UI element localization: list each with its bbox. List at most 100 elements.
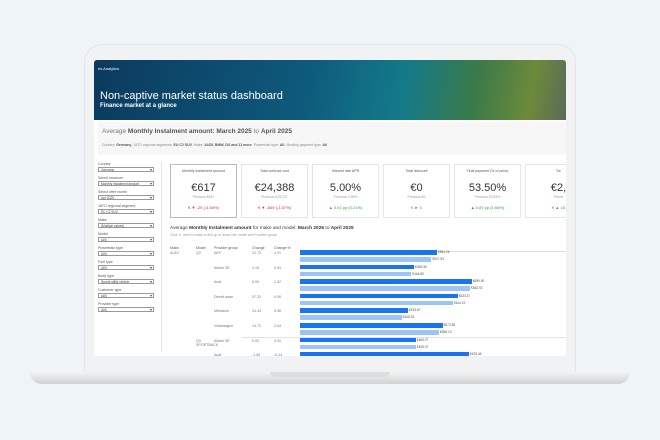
bar-current[interactable] <box>300 323 443 328</box>
change-pct-cell: 1.02 <box>274 280 281 284</box>
filter-dropdown[interactable]: (All) <box>98 293 154 298</box>
filter-key: Country: <box>102 143 116 147</box>
change-cell: 24.34 <box>252 309 261 313</box>
provider-cell: Allane SE <box>214 266 230 270</box>
filter-powertrain-type: Powertrain type(All) <box>98 246 161 256</box>
change-cell: 0.00 <box>252 339 259 343</box>
kpi-label: Interest rate APR <box>313 169 378 173</box>
bar-label-previous: €682.92 <box>471 286 483 290</box>
bar-previous[interactable] <box>300 272 411 277</box>
bar-current[interactable] <box>300 250 437 255</box>
kpi-value: €2, <box>526 182 566 194</box>
bar-label-previous: €465.07 <box>417 345 429 349</box>
bar-label-previous: €446.89 <box>412 272 424 276</box>
filter-value: AUDI, BMW, DS and 11 more <box>204 143 251 147</box>
kpi-label: Monthly instalment amount <box>171 169 236 173</box>
kpi-card[interactable]: Total discount€0Previous €0€ ► 0 <box>383 164 450 218</box>
provider-cell: Volkswagen <box>214 324 233 328</box>
column-header[interactable]: Provider group <box>214 246 238 250</box>
filter-dropdown[interactable]: (All) <box>98 265 154 270</box>
bar-previous[interactable] <box>300 286 470 291</box>
kpi-change: € ► 0 <box>384 205 449 210</box>
filter-value: All <box>323 143 327 147</box>
filter-dropdown[interactable]: Germany <box>98 167 154 172</box>
bar-current[interactable] <box>300 352 469 356</box>
dashboard-screen: ns Analytics Non-captive market status d… <box>94 60 566 356</box>
filter-dropdown[interactable]: (Multiple values) <box>98 223 154 228</box>
provider-cell: AKF <box>214 251 221 255</box>
filter-dropdown[interactable]: (All) <box>98 237 154 242</box>
bar-previous[interactable] <box>300 301 453 306</box>
bar-previous[interactable] <box>300 315 402 320</box>
kpi-value: €617 <box>171 182 236 194</box>
filter-dropdown[interactable]: (All) <box>98 251 154 256</box>
bar-label-current: €465.07 <box>417 338 429 342</box>
bar-previous[interactable] <box>300 257 431 262</box>
kpi-card[interactable]: Interest rate APR 5.00%Previous 4.99% ▲ 0.… <box>312 164 379 218</box>
header-banner: ns Analytics Non-captive market status d… <box>94 60 566 120</box>
kpi-previous: Previous €647 <box>171 195 236 199</box>
kpi-value: 5.00% <box>313 182 378 194</box>
filter-value: Germany <box>116 143 131 147</box>
kpi-card[interactable]: Final payment (% of price)53.50%Previous… <box>454 164 521 218</box>
filter-key: , Make: <box>192 143 204 147</box>
change-pct-cell: 2.64 <box>274 324 281 328</box>
page-title: Non-captive market status dashboard <box>100 90 283 102</box>
change-cell: -1.65 <box>252 353 260 356</box>
column-header[interactable]: Change % <box>274 246 291 250</box>
filter-key: , JATO regional segments: <box>131 143 173 147</box>
laptop-notch <box>270 372 390 377</box>
brand-label: ns Analytics <box>98 66 119 71</box>
filter-dropdown[interactable]: Apr 2025 <box>98 195 154 200</box>
filter-dropdown[interactable]: (All) <box>98 307 154 312</box>
summary-panel: Average Monthly Instalment amount: March… <box>98 122 566 155</box>
column-header[interactable]: Model <box>196 246 206 250</box>
kpi-value: €0 <box>384 182 449 194</box>
filter-value: EU C2 SUV <box>173 143 191 147</box>
bar-current[interactable] <box>300 265 414 270</box>
bar-label-previous: €527.53 <box>432 257 444 261</box>
filter-country: CountryGermany <box>98 162 161 172</box>
bar-label-previous: €614.22 <box>454 301 466 305</box>
filter-dropdown[interactable]: Monthly instalment amount <box>98 181 154 186</box>
summary-heading: Average Monthly Instalment amount: March… <box>102 128 292 135</box>
kpi-card[interactable]: Monthly instalment amount €617Previous €6… <box>170 164 237 218</box>
kpi-change: € ▼ -849 (-3.37%) <box>242 205 307 210</box>
change-pct-cell: -0.24 <box>274 353 282 356</box>
filter-make: Make(Multiple values) <box>98 218 161 228</box>
bar-label-current: €458.36 <box>415 265 427 269</box>
filter-customer-type: Customer type(All) <box>98 288 161 298</box>
bar-label-current: €550.26 <box>438 250 450 254</box>
filter-body-type: Body typeSports utility vehicle <box>98 274 161 284</box>
change-pct-cell: 5.96 <box>274 309 281 313</box>
bar-previous[interactable] <box>300 345 416 350</box>
bar-label-current: €633.37 <box>459 294 471 298</box>
filter-sidebar: CountryGermanySelect measureMonthly inst… <box>98 162 162 352</box>
column-header[interactable]: Make <box>170 246 179 250</box>
change-cell: 14.72 <box>252 324 261 328</box>
kpi-cards: Monthly instalment amount €617Previous €6… <box>170 164 566 219</box>
bar-current[interactable] <box>300 279 472 284</box>
change-cell: 37.33 <box>252 295 261 299</box>
filter-dropdown[interactable]: EU C2 SUV <box>98 209 154 214</box>
bar-current[interactable] <box>300 294 458 299</box>
bar-previous[interactable] <box>300 330 439 335</box>
kpi-change: € ▼ -29 (-4.54%) <box>171 205 236 210</box>
change-cell: 22.73 <box>252 251 261 255</box>
kpi-card[interactable]: Total contract cost€24,388Previous €25,2… <box>241 164 308 218</box>
filter-key: , Powertrain type: <box>252 143 280 147</box>
bar-label-previous: €558.13 <box>440 330 452 334</box>
summary-filters: Country: Germany, JATO regional segments… <box>102 143 327 147</box>
provider-cell: DirectLease <box>214 295 233 299</box>
kpi-previous: Previous 4.99% <box>313 195 378 199</box>
change-pct-cell: 0.93 <box>274 266 281 270</box>
filter-key: , Monthly payment type: <box>284 143 322 147</box>
provider-cell: Allane SE <box>214 339 230 343</box>
column-header[interactable]: Change <box>252 246 265 250</box>
bar-current[interactable] <box>300 338 416 343</box>
kpi-change: ▲ 0.01 pp (0.21%) <box>313 205 378 210</box>
kpi-previous: Previous €25,237 <box>242 195 307 199</box>
bar-current[interactable] <box>300 308 408 313</box>
kpi-card[interactable]: Se€2,Previo€ ▲ 16 <box>525 164 566 218</box>
filter-dropdown[interactable]: Sports utility vehicle <box>98 279 154 284</box>
